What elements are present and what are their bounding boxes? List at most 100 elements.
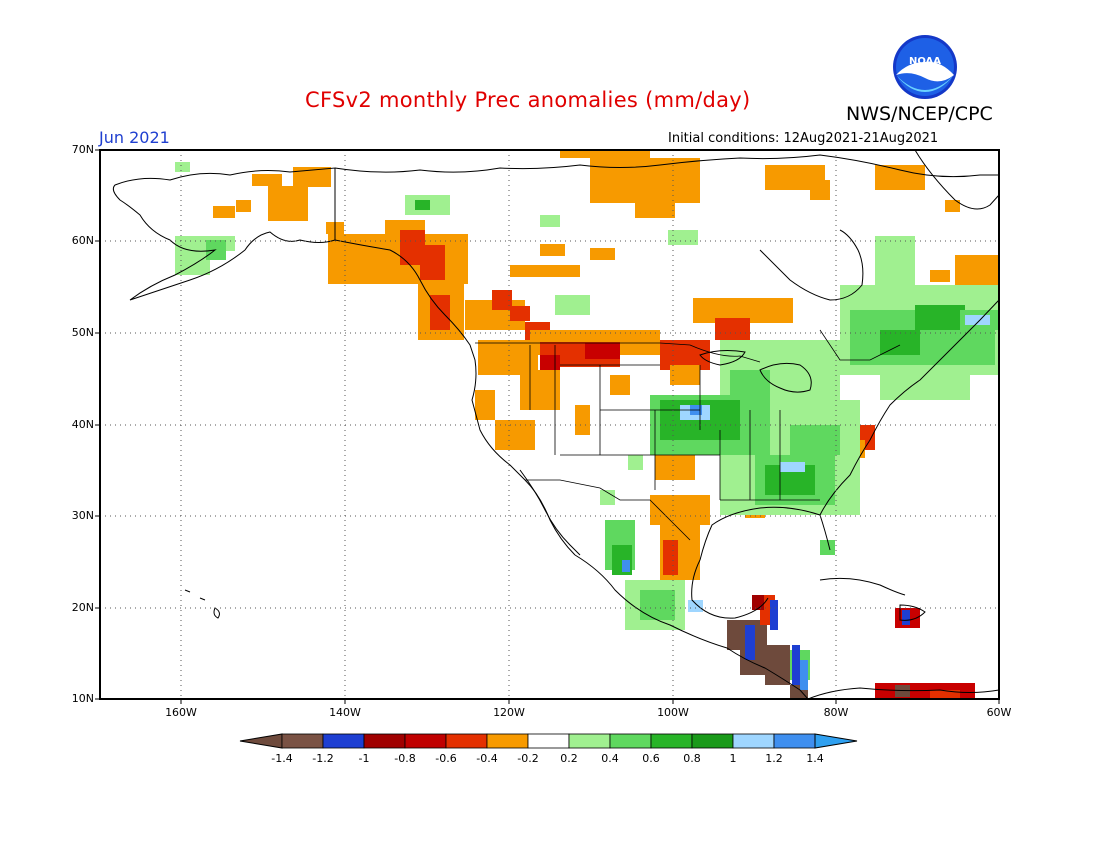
colorbar-tick-label: -1.2: [312, 752, 334, 765]
anomaly-cell: [965, 315, 990, 325]
anomaly-cell: [600, 490, 615, 505]
anomaly-cell: [328, 234, 468, 284]
lon-label: 140W: [329, 706, 361, 719]
anomaly-cell: [510, 306, 530, 321]
anomaly-cell: [663, 540, 678, 575]
lat-label: 50N: [71, 326, 94, 339]
anomaly-cell: [780, 462, 805, 472]
colorbar-tick-label: -1.4: [271, 752, 293, 765]
colorbar-tick-label: 0.8: [683, 752, 701, 765]
lat-label: 70N: [71, 143, 94, 156]
anomaly-cell: [415, 200, 430, 210]
anomaly-cell: [420, 245, 445, 280]
colorbar-swatch: [486, 733, 529, 749]
anomaly-cell: [680, 540, 695, 570]
logo-text: NOAA: [909, 56, 941, 67]
anomaly-cells: [175, 150, 999, 699]
anomaly-cell: [752, 595, 764, 610]
lon-label: 60W: [986, 706, 1012, 719]
colorbar-tick-label: 0.4: [601, 752, 619, 765]
lat-label: 10N: [71, 692, 94, 705]
lat-label: 20N: [71, 601, 94, 614]
anomaly-cell: [670, 365, 700, 385]
anomaly-cell: [810, 180, 830, 200]
anomaly-cell: [902, 610, 910, 625]
political-borders: [475, 329, 901, 541]
anomaly-cell: [585, 343, 620, 359]
colorbar-swatch: [773, 733, 816, 749]
anomaly-cell: [792, 645, 800, 685]
anomaly-cell: [770, 600, 778, 630]
colorbar-swatch: [445, 733, 488, 749]
anomaly-cell: [610, 375, 630, 395]
map-frame-bg: [100, 150, 999, 699]
anomaly-cell: [790, 425, 840, 455]
colorbar-end-high: [814, 733, 858, 749]
anomaly-cell: [945, 200, 960, 212]
anomaly-cell: [635, 200, 675, 218]
colorbar-swatch: [281, 733, 324, 749]
colorbar: [239, 733, 858, 749]
anomaly-cell: [915, 305, 965, 330]
colorbar-tick-label: -0.6: [435, 752, 457, 765]
colorbar-swatch: [404, 733, 447, 749]
anomaly-cell: [400, 230, 425, 250]
anomaly-cell: [875, 165, 925, 190]
anomaly-cell: [520, 370, 560, 410]
anomaly-cell: [236, 200, 251, 212]
colorbar-tick-label: 0.6: [642, 752, 660, 765]
anomaly-cell: [715, 318, 750, 340]
anomaly-cell: [880, 330, 920, 355]
colorbar-swatch: [322, 733, 365, 749]
anomaly-cell: [293, 167, 331, 187]
anomaly-cell: [590, 158, 700, 203]
colorbar-swatch: [732, 733, 775, 749]
colorbar-tick-label: -0.4: [476, 752, 498, 765]
colorbar-swatch: [609, 733, 652, 749]
anomaly-cell: [492, 290, 512, 310]
colorbar-tick-label: 1.4: [806, 752, 824, 765]
anomaly-cell: [628, 455, 643, 470]
lon-label: 120W: [493, 706, 525, 719]
lat-label: 60N: [71, 234, 94, 247]
colorbar-tick-label: -1: [358, 752, 370, 765]
anomaly-cell: [555, 295, 590, 315]
colorbar-swatch: [568, 733, 611, 749]
lon-label: 160W: [165, 706, 197, 719]
colorbar-tick-label: -0.2: [517, 752, 539, 765]
anomaly-cell: [655, 455, 695, 480]
anomaly-cell: [875, 236, 915, 286]
anomaly-cell: [478, 340, 538, 375]
initial-conditions: Initial conditions: 12Aug2021-21Aug2021: [668, 131, 939, 146]
anomaly-cell: [206, 240, 226, 260]
anomaly-cell: [640, 590, 675, 620]
anomaly-cell: [252, 174, 282, 186]
anomaly-cell: [540, 244, 565, 256]
colorbar-swatch: [691, 733, 734, 749]
anomaly-cell: [213, 206, 235, 218]
anomaly-cell: [510, 265, 580, 277]
coastlines: [112, 149, 1000, 700]
colorbar-tick-label: 1.2: [765, 752, 783, 765]
anomaly-cell: [175, 250, 210, 275]
colorbar-tick-label: 0.2: [560, 752, 578, 765]
anomaly-cell: [800, 660, 808, 690]
anomaly-cell: [820, 540, 835, 555]
colorbar-swatch: [650, 733, 693, 749]
anomaly-cell: [745, 625, 755, 660]
agency-label: NWS/NCEP/CPC: [846, 103, 993, 125]
lat-label: 40N: [71, 418, 94, 431]
anomaly-cell: [622, 560, 630, 572]
lon-label: 80W: [823, 706, 849, 719]
map-title: CFSv2 monthly Prec anomalies (mm/day): [305, 88, 751, 112]
anomaly-cell: [175, 162, 190, 172]
anomaly-cell: [400, 250, 420, 265]
lat-label: 30N: [71, 509, 94, 522]
colorbar-swatch: [527, 733, 570, 749]
anomaly-cell: [475, 390, 495, 420]
target-month: Jun 2021: [99, 128, 170, 147]
anomaly-cell: [268, 186, 308, 221]
anomaly-cell: [590, 248, 615, 260]
lon-label: 100W: [657, 706, 689, 719]
